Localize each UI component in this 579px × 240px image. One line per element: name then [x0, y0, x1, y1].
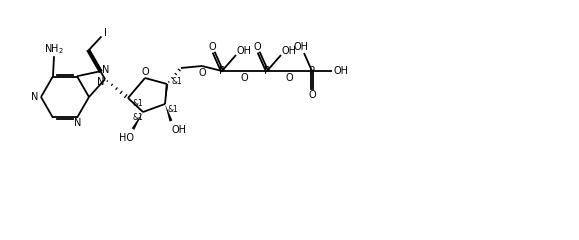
Text: N: N [74, 118, 82, 128]
Text: O: O [241, 73, 248, 83]
Polygon shape [165, 104, 173, 121]
Text: OH: OH [334, 66, 349, 76]
Text: P: P [264, 66, 270, 76]
Text: O: O [141, 67, 149, 77]
Text: O: O [198, 68, 206, 78]
Polygon shape [131, 112, 143, 130]
Text: &1: &1 [133, 114, 144, 122]
Text: O: O [253, 42, 261, 52]
Text: O: O [208, 42, 216, 52]
Text: O: O [285, 73, 294, 83]
Text: &1: &1 [168, 104, 178, 114]
Text: NH$_2$: NH$_2$ [44, 42, 64, 56]
Text: &1: &1 [133, 100, 144, 108]
Text: N: N [97, 77, 105, 87]
Text: OH: OH [236, 46, 251, 56]
Text: &1: &1 [171, 78, 182, 86]
Text: OH: OH [171, 125, 186, 135]
Text: O: O [308, 90, 316, 100]
Text: P: P [219, 66, 225, 76]
Text: I: I [104, 29, 107, 38]
Text: N: N [31, 92, 39, 102]
Polygon shape [165, 84, 168, 104]
Text: OH: OH [294, 42, 309, 52]
Text: P: P [309, 66, 315, 76]
Text: OH: OH [281, 46, 296, 56]
Text: HO: HO [119, 133, 134, 143]
Text: N: N [102, 65, 109, 75]
